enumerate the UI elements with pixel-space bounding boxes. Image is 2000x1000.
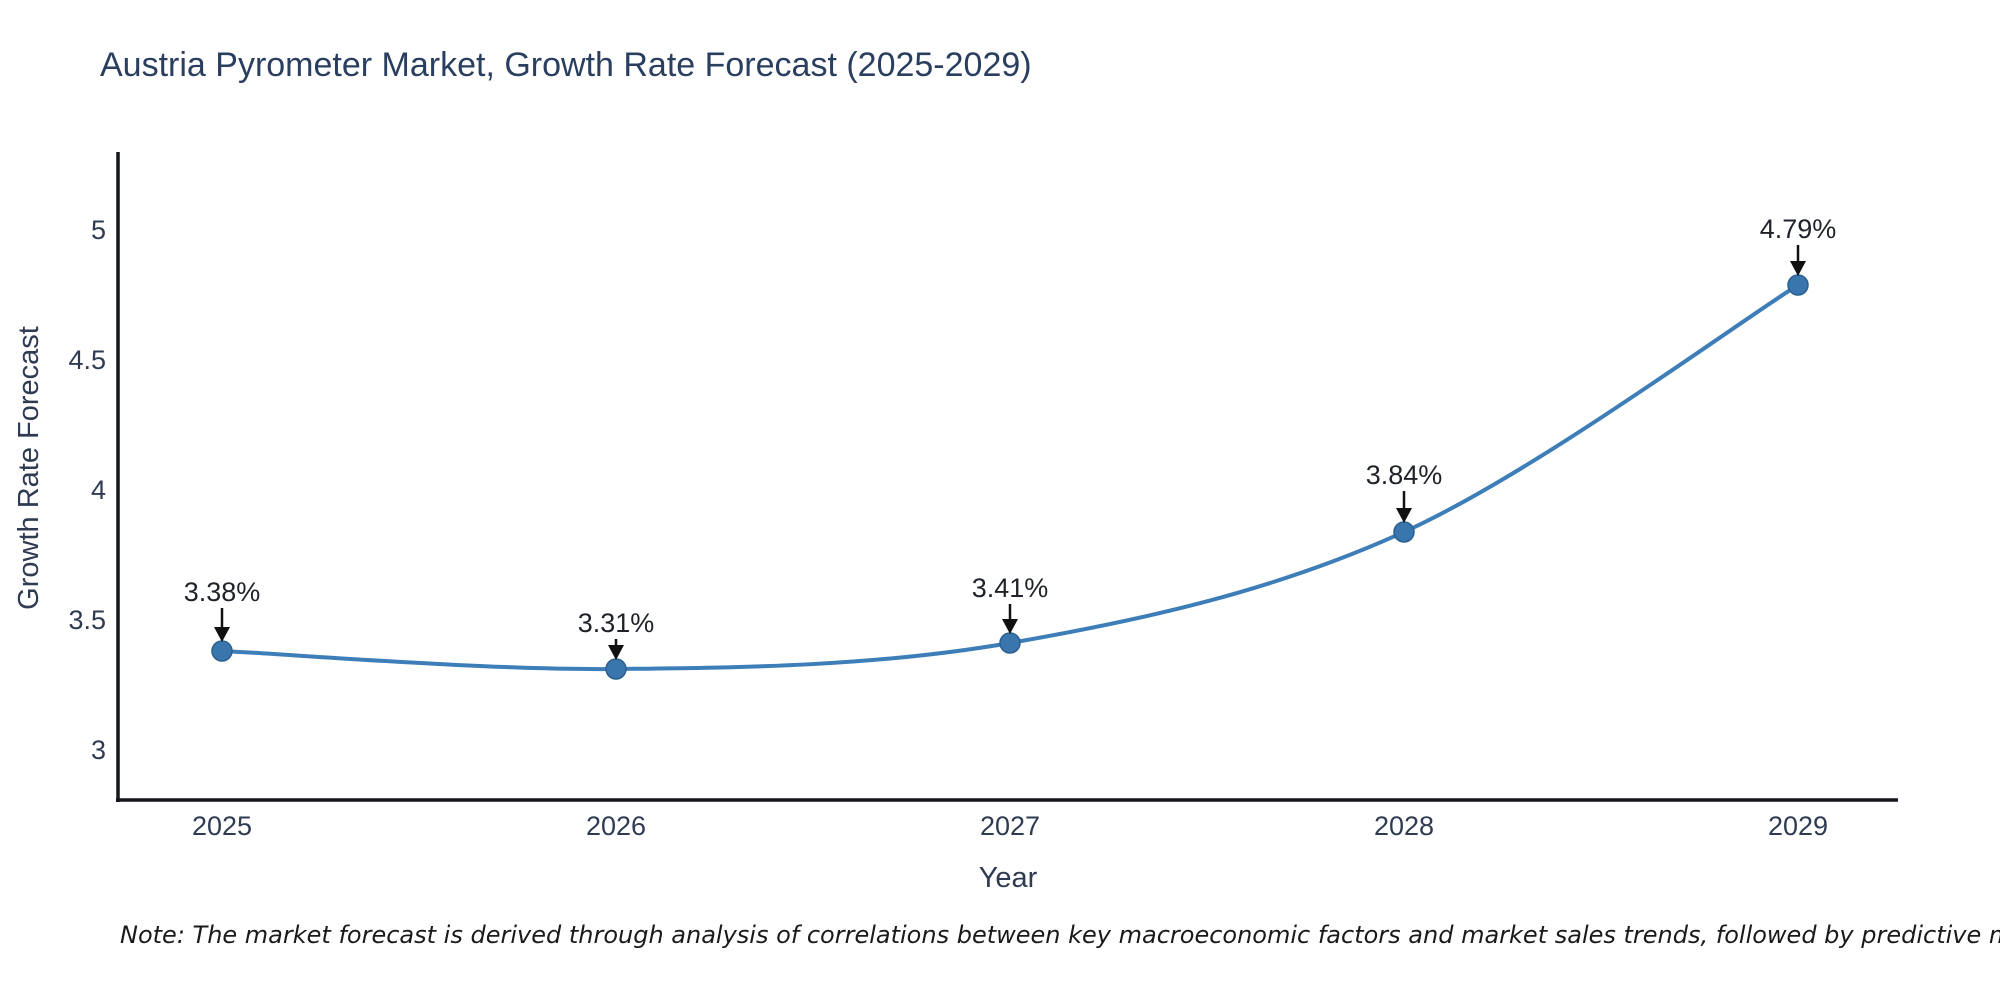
- x-tick-label: 2026: [586, 811, 646, 841]
- y-tick-label: 3.5: [68, 605, 106, 635]
- chart-title: Austria Pyrometer Market, Growth Rate Fo…: [100, 46, 1032, 84]
- y-tick-label: 4.5: [68, 345, 106, 375]
- data-point-2027: [999, 632, 1021, 654]
- annotation-arrowhead-icon: [1002, 619, 1018, 634]
- point-label-2028: 3.84%: [1366, 460, 1443, 490]
- annotation-arrowhead-icon: [1790, 261, 1806, 276]
- data-point-2029: [1787, 274, 1809, 296]
- data-point-2026: [605, 658, 627, 680]
- x-tick-label: 2029: [1768, 811, 1828, 841]
- x-axis-title: Year: [979, 862, 1038, 894]
- annotation-arrowhead-icon: [608, 645, 624, 660]
- footnote: Note: The market forecast is derived thr…: [120, 921, 2000, 949]
- x-tick-label: 2025: [192, 811, 252, 841]
- point-label-2025: 3.38%: [184, 577, 261, 607]
- x-tick-label: 2028: [1374, 811, 1434, 841]
- y-tick-label: 5: [91, 215, 106, 245]
- point-label-2027: 3.41%: [972, 573, 1049, 603]
- point-label-2029: 4.79%: [1760, 214, 1837, 244]
- y-tick-label: 4: [91, 475, 106, 505]
- data-point-2028: [1393, 521, 1415, 543]
- point-label-2026: 3.31%: [578, 608, 655, 638]
- annotation-arrowhead-icon: [1396, 508, 1412, 523]
- annotation-arrowhead-icon: [214, 627, 230, 642]
- y-tick-label: 3: [91, 735, 106, 765]
- y-axis-title: Growth Rate Forecast: [13, 326, 45, 610]
- data-point-2025: [211, 640, 233, 662]
- x-tick-label: 2027: [980, 811, 1040, 841]
